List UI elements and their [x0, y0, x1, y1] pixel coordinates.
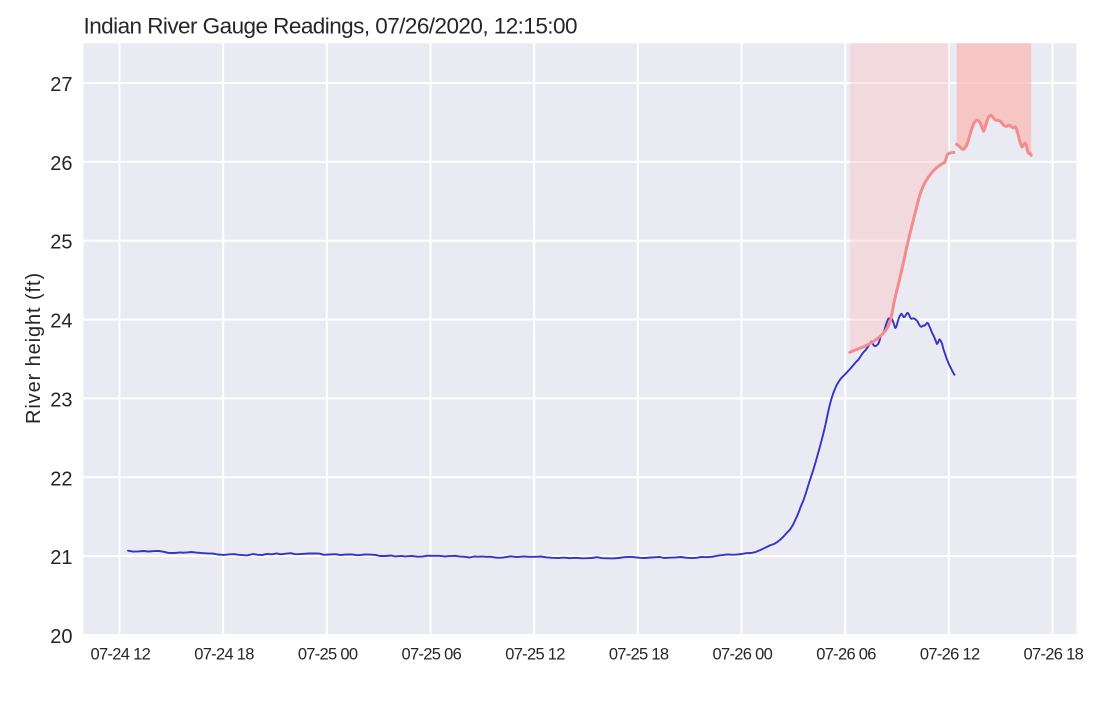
svg-text:24: 24: [50, 311, 72, 333]
svg-text:07-25 18: 07-25 18: [609, 646, 669, 664]
svg-text:21: 21: [50, 547, 72, 569]
svg-text:26: 26: [50, 153, 72, 175]
svg-text:07-26 18: 07-26 18: [1024, 646, 1084, 664]
svg-text:20: 20: [50, 626, 72, 648]
svg-text:27: 27: [50, 74, 72, 96]
svg-text:07-25 06: 07-25 06: [402, 646, 462, 664]
svg-text:Indian River Gauge Readings, 0: Indian River Gauge Readings, 07/26/2020,…: [84, 14, 577, 39]
svg-text:07-26 12: 07-26 12: [920, 646, 980, 664]
svg-text:07-26 06: 07-26 06: [816, 646, 876, 664]
svg-text:07-25 12: 07-25 12: [505, 646, 565, 664]
svg-text:07-24 18: 07-24 18: [194, 646, 254, 664]
svg-text:23: 23: [50, 389, 72, 411]
svg-text:07-25 00: 07-25 00: [298, 646, 358, 664]
svg-text:25: 25: [50, 232, 72, 254]
svg-text:22: 22: [50, 468, 72, 490]
svg-text:River height (ft): River height (ft): [23, 272, 45, 424]
svg-text:07-24 12: 07-24 12: [91, 646, 151, 664]
svg-text:07-26 00: 07-26 00: [713, 646, 773, 664]
